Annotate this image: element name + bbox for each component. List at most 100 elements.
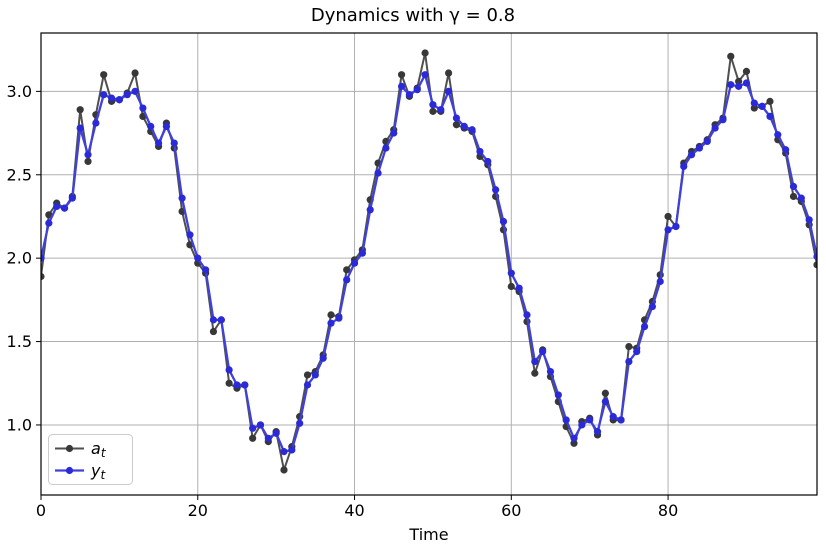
data-point-a_t (100, 71, 108, 79)
data-point-y_t (766, 112, 774, 120)
data-point-y_t (452, 114, 461, 122)
series-layer (41, 49, 817, 474)
data-point-y_t (288, 446, 296, 454)
x-tick-label: 0 (36, 501, 46, 520)
data-point-a_t (452, 121, 461, 129)
data-point-y_t (390, 129, 398, 137)
data-point-y_t (45, 219, 53, 227)
data-point-y_t (272, 429, 280, 437)
data-point-a_t (303, 371, 312, 379)
data-point-y_t (147, 122, 155, 131)
data-point-y_t (53, 202, 61, 211)
axis-ticks: 0 20 40 60 80 1.0 1.5 2.0 2.5 3.0 (7, 82, 679, 520)
data-point-y_t (484, 157, 492, 166)
data-point-y_t (249, 424, 257, 432)
data-point-y_t (640, 322, 649, 331)
data-point-y_t (421, 71, 429, 79)
x-tick-label: 80 (658, 501, 678, 520)
series-a_t-line (41, 52, 817, 471)
y-tick-label: 2.0 (7, 249, 32, 268)
data-point-y_t (60, 204, 69, 212)
plot-border (40, 32, 818, 496)
data-point-a_t (625, 342, 633, 351)
data-point-a_t (766, 97, 774, 105)
data-point-y_t (76, 124, 84, 132)
x-axis-label: Time (408, 525, 448, 544)
data-point-a_t (131, 69, 139, 77)
data-point-y_t (492, 186, 500, 194)
data-point-y_t (656, 277, 664, 286)
data-point-y_t (695, 144, 704, 152)
data-point-y_t (499, 217, 508, 226)
data-point-y_t (217, 316, 225, 324)
data-point-y_t (343, 276, 351, 284)
data-point-y_t (335, 314, 343, 322)
data-point-y_t (225, 366, 233, 374)
data-point-a_t (813, 261, 817, 269)
data-point-y_t (515, 284, 523, 292)
data-point-y_t (366, 206, 374, 214)
data-point-a_t (507, 282, 515, 291)
data-point-y_t (131, 87, 139, 95)
data-point-y_t (382, 144, 390, 152)
data-point-y_t (123, 91, 131, 99)
data-point-y_t (460, 122, 468, 131)
data-point-a_t (76, 106, 84, 114)
legend-marker (65, 466, 74, 475)
data-point-a_t (397, 71, 406, 79)
data-point-a_t (249, 434, 257, 442)
data-point-y_t (719, 116, 727, 124)
data-point-y_t (264, 434, 272, 442)
data-point-a_t (664, 212, 672, 221)
data-point-y_t (711, 124, 719, 132)
data-point-y_t (609, 413, 617, 421)
data-point-a_t (84, 157, 92, 166)
legend-entry-a_t: at (55, 439, 107, 460)
data-point-a_t (789, 192, 798, 201)
data-point-a_t (421, 49, 429, 57)
data-point-y_t (139, 104, 147, 112)
data-point-y_t (578, 421, 586, 429)
data-point-y_t (727, 81, 735, 89)
data-point-y_t (296, 419, 304, 427)
data-point-y_t (476, 147, 484, 156)
data-point-y_t (742, 79, 751, 87)
data-point-y_t (92, 119, 100, 127)
data-point-y_t (468, 126, 476, 134)
data-point-y_t (586, 416, 594, 424)
y-tick-label: 1.5 (7, 332, 32, 351)
data-point-y_t (813, 252, 817, 261)
data-point-a_t (280, 466, 288, 474)
legend-entry-y_t: yt (55, 461, 106, 482)
data-point-y_t (319, 354, 327, 362)
legend-label-a_t: at (91, 439, 107, 460)
series-y_t-line (41, 73, 817, 453)
data-point-y_t (358, 249, 366, 257)
data-point-y_t (444, 87, 453, 95)
y-tick-label: 1.0 (7, 415, 32, 434)
x-tick-label: 60 (501, 501, 521, 520)
data-point-a_t (225, 379, 233, 387)
data-point-a_t (531, 369, 539, 377)
data-point-a_t (727, 52, 735, 60)
data-point-a_t (570, 439, 578, 447)
data-point-y_t (100, 91, 108, 99)
data-point-y_t (782, 146, 790, 154)
data-point-y_t (374, 169, 382, 177)
data-point-a_t (601, 389, 609, 397)
data-point-y_t (774, 131, 782, 139)
legend-label-y_t: yt (90, 461, 106, 482)
data-point-y_t (209, 316, 218, 324)
data-point-y_t (241, 381, 249, 389)
data-point-y_t (413, 86, 421, 94)
data-point-y_t (280, 448, 288, 456)
data-point-y_t (311, 371, 319, 379)
data-point-y_t (593, 428, 602, 436)
data-point-y_t (162, 122, 171, 131)
data-point-y_t (546, 367, 555, 376)
data-point-y_t (429, 101, 437, 109)
data-point-y_t (750, 99, 758, 107)
data-point-y_t (617, 416, 625, 424)
